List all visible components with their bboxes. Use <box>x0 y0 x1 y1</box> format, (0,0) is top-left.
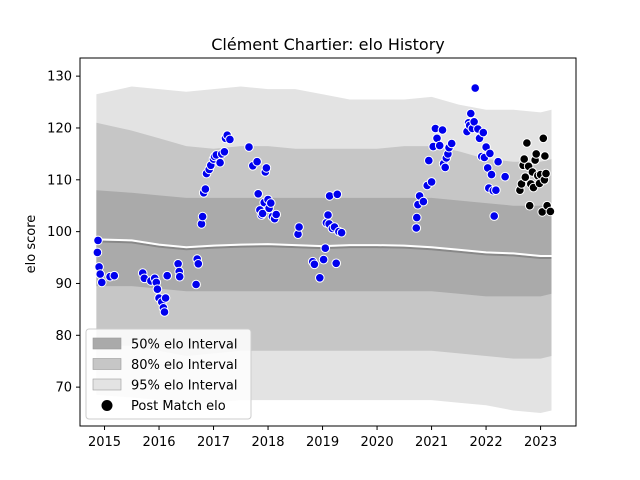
pre-match-point <box>97 277 107 288</box>
pre-match-point <box>215 157 225 168</box>
pre-match-point <box>486 169 497 180</box>
y-tick-label: 90 <box>55 277 72 292</box>
median-elo-line <box>96 238 552 257</box>
x-tick-label: 2021 <box>415 435 448 450</box>
pre-match-point <box>320 243 331 253</box>
pre-match-point <box>434 140 445 151</box>
post-match-point <box>540 151 550 161</box>
pre-match-point <box>437 125 448 135</box>
legend-box <box>85 328 252 420</box>
pre-match-point <box>294 222 304 232</box>
y-axis-label: elo score <box>24 215 39 274</box>
pre-match-point <box>412 212 422 223</box>
post-match-point <box>520 172 531 182</box>
pre-match-point <box>252 156 262 167</box>
pre-match-point <box>261 163 272 173</box>
y-tick-label: 80 <box>55 329 72 344</box>
pre-match-point <box>324 191 335 201</box>
legend-marker <box>101 400 113 411</box>
x-tick-label: 2018 <box>251 435 284 450</box>
legend-label: Post Match elo <box>131 399 226 414</box>
x-tick-label: 2022 <box>470 435 503 450</box>
legend-label: 50% elo Interval <box>131 338 238 353</box>
pre-match-point <box>160 293 171 303</box>
median-shadow-line <box>96 240 552 259</box>
pre-match-point <box>318 254 329 265</box>
pre-match-point <box>500 171 510 182</box>
post-match-point <box>522 138 532 148</box>
pre-match-point <box>162 270 172 281</box>
legend-swatch <box>92 337 122 350</box>
y-tick-label: 120 <box>47 121 72 136</box>
pre-match-point <box>244 142 254 152</box>
y-tick-label: 100 <box>47 225 72 240</box>
x-tick-label: 2017 <box>197 435 230 450</box>
pre-match-point <box>93 235 103 246</box>
pre-match-point <box>159 307 170 317</box>
pre-match-point <box>485 148 495 159</box>
pre-match-point <box>323 210 333 220</box>
legend: 50% elo Interval 80% elo Interval 95% elo … <box>85 328 252 420</box>
pre-match-point <box>493 156 503 167</box>
pre-match-point <box>470 83 481 93</box>
pre-match-point <box>191 279 201 290</box>
pre-match-point <box>197 211 208 222</box>
post-match-point <box>541 168 551 179</box>
x-tick-label: 2015 <box>88 435 121 450</box>
x-tick-label: 2016 <box>142 435 175 450</box>
pre-match-point <box>332 189 343 200</box>
pre-match-point <box>489 211 500 221</box>
y-tick-label: 130 <box>47 70 72 85</box>
y-tick-label: 110 <box>47 173 72 188</box>
pre-match-point <box>271 209 282 220</box>
pre-match-point <box>225 134 235 145</box>
pre-match-point <box>446 138 457 149</box>
pre-match-point <box>315 273 325 283</box>
pre-match-point <box>411 223 422 233</box>
pre-match-point <box>95 269 105 279</box>
pre-match-point <box>478 127 489 138</box>
post-match-point <box>531 149 542 159</box>
pre-match-point <box>193 259 204 269</box>
pre-match-point <box>466 108 476 119</box>
x-tick-label: 2023 <box>524 435 557 450</box>
pre-match-point <box>152 284 163 295</box>
post-match-point <box>524 200 535 211</box>
pre-match-point <box>424 155 434 166</box>
y-tick-label: 70 <box>55 381 72 396</box>
pre-match-point <box>109 270 120 281</box>
pre-match-point <box>173 259 183 269</box>
pre-match-point <box>253 189 264 199</box>
legend-label: 95% elo Interval <box>131 379 238 394</box>
pre-match-point <box>200 184 211 194</box>
x-tick-label: 2020 <box>361 435 394 450</box>
pre-match-point <box>174 271 185 282</box>
chart-title: Clément Chartier: elo History <box>211 35 445 54</box>
legend-label: 80% elo Interval <box>131 358 238 373</box>
post-match-point <box>538 133 549 144</box>
pre-match-point <box>426 177 437 187</box>
x-tick-label: 2019 <box>306 435 339 450</box>
post-match-point <box>545 206 556 217</box>
pre-match-point <box>491 185 501 195</box>
pre-match-point <box>440 162 451 173</box>
pre-match-point <box>92 247 103 258</box>
legend-swatch <box>92 378 122 391</box>
band-50-interval <box>96 190 552 297</box>
legend-swatch <box>92 358 122 370</box>
pre-match-point <box>309 259 320 270</box>
post-match-point <box>519 154 530 164</box>
pre-match-point <box>418 196 429 207</box>
pre-match-point <box>266 198 276 208</box>
pre-match-point <box>336 227 347 238</box>
pre-match-point <box>331 258 342 269</box>
plot-frame <box>79 57 577 427</box>
pre-match-point <box>257 208 268 219</box>
pre-match-point <box>219 147 230 157</box>
